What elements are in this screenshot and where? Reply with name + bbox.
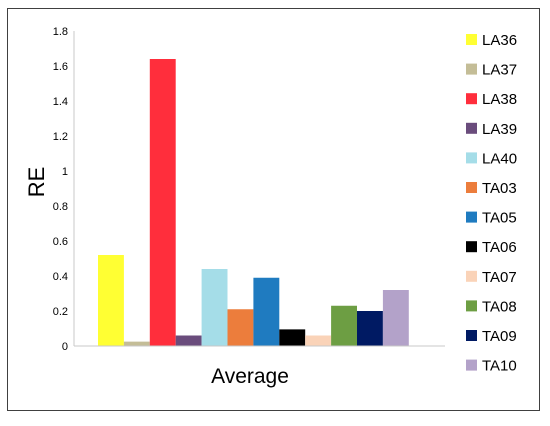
y-tick-label: 0.8 (53, 201, 68, 213)
legend-swatch-la37 (466, 63, 477, 75)
y-axis-title: RE (24, 167, 49, 198)
bar-ta08 (331, 305, 357, 346)
legend-swatch-la38 (466, 93, 477, 105)
y-tick-label: 1.8 (53, 26, 68, 38)
legend-label-ta08: TA08 (482, 298, 517, 315)
bar-la38 (149, 59, 176, 346)
legend-swatch-la39 (466, 122, 477, 134)
bar-la37 (123, 341, 150, 347)
y-tick-label: 1 (62, 166, 68, 178)
legend-label-la38: LA38 (482, 91, 517, 108)
legend-swatch-la36 (466, 34, 477, 45)
bar-ta06 (279, 329, 306, 347)
bar-ta09 (357, 311, 383, 346)
legend-label-la39: LA39 (482, 121, 517, 138)
y-axis-ticks: 0 0.2 0.4 0.6 0.8 1 1.2 1.4 1.6 1.8 (53, 26, 68, 353)
bar-ta07 (305, 335, 332, 346)
y-tick-label: 0.6 (53, 236, 68, 248)
y-tick-label: 1.4 (53, 96, 68, 108)
y-tick-label: 0.4 (53, 271, 68, 283)
legend-swatch-ta06 (466, 241, 477, 253)
legend-label-ta09: TA09 (482, 328, 517, 345)
legend-swatch-ta03 (466, 182, 477, 193)
x-axis-category-label: Average (211, 365, 289, 388)
y-tick-label: 0.2 (53, 306, 68, 318)
legend-swatch-la40 (466, 152, 477, 164)
legend-label-ta05: TA05 (482, 210, 517, 227)
legend-swatch-ta10 (466, 359, 477, 371)
legend-swatch-ta05 (466, 211, 477, 223)
y-tick-label: 1.6 (53, 61, 68, 73)
legend-swatch-ta09 (466, 330, 477, 341)
legend-label-ta06: TA06 (482, 239, 517, 256)
y-tick-label: 1.2 (53, 131, 68, 143)
bar-la39 (175, 335, 202, 346)
bar-la40 (201, 269, 228, 346)
bars (98, 59, 409, 347)
bar-ta10 (382, 290, 409, 346)
bar-la36 (98, 255, 124, 346)
legend-label-la37: LA37 (482, 62, 517, 79)
bar-ta03 (227, 309, 254, 346)
legend-swatch-ta07 (466, 270, 477, 282)
legend: LA36 LA37 LA38 LA39 LA40 TA03 TA05 TA06 TA07 TA08… (466, 32, 517, 375)
bar-ta05 (253, 277, 280, 346)
legend-label-ta07: TA07 (482, 269, 517, 286)
legend-label-la36: LA36 (482, 32, 517, 49)
legend-label-ta03: TA03 (482, 180, 517, 197)
legend-label-ta10: TA10 (482, 358, 517, 375)
legend-label-la40: LA40 (482, 150, 517, 167)
y-tick-label: 0 (62, 341, 68, 353)
legend-swatch-ta08 (466, 300, 477, 312)
